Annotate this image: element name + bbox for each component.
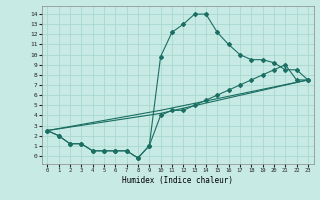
X-axis label: Humidex (Indice chaleur): Humidex (Indice chaleur) xyxy=(122,176,233,185)
